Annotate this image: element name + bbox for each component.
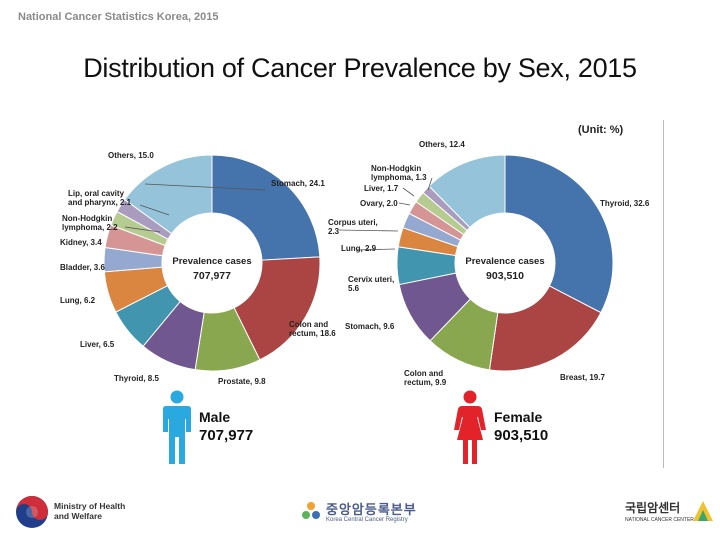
- male-slice-labels: Stomach, 24.1 Colon and rectum, 18.6 Prosta…: [60, 151, 336, 386]
- male-label-prostate: Prostate, 9.8: [218, 377, 266, 386]
- male-label-others: Others, 15.0: [108, 151, 154, 160]
- male-donut: [103, 154, 321, 372]
- registry-name-english: Korea Central Cancer Registry: [326, 517, 408, 523]
- ncc-name-english: NATIONAL CANCER CENTER: [625, 517, 694, 523]
- registry-logo-icon: [302, 502, 320, 519]
- ncc-name-korean: 국립암센터: [625, 501, 681, 515]
- male-center-total: 707,977: [193, 270, 231, 282]
- male-label-non-hodgkin-lymphoma: Non-Hodgkin lymphoma, 2.2: [62, 214, 118, 232]
- divider-line: [663, 120, 664, 468]
- male-slice-others: [123, 154, 213, 235]
- female-label-liver: Liver, 1.7: [364, 184, 399, 193]
- male-total: 707,977: [199, 427, 254, 444]
- female-label-ovary: Ovary, 2.0: [360, 199, 398, 208]
- male-figure-icon: [163, 390, 191, 464]
- ncc-logo-icon: [693, 501, 713, 521]
- source-caption: National Cancer Statistics Korea, 2015: [18, 11, 219, 23]
- leader-line: [144, 183, 266, 191]
- male-label-lip-oral-cavity-and-pharynx: Lip, oral cavity and pharynx, 2.1: [68, 189, 132, 207]
- male-label-stomach: Stomach, 24.1: [271, 179, 325, 188]
- female-label: Female: [494, 409, 543, 425]
- female-label-thyroid: Thyroid, 32.6: [600, 199, 650, 208]
- female-center-title: Prevalence cases: [465, 256, 544, 267]
- male-label-thyroid: Thyroid, 8.5: [114, 374, 159, 383]
- leader-line: [402, 187, 415, 197]
- leader-line: [427, 177, 433, 191]
- female-figure-icon: [454, 390, 486, 464]
- male-slice-colon-and-rectum: [233, 256, 321, 361]
- ministry-name: Ministry of Health and Welfare: [54, 501, 126, 521]
- page-title: Distribution of Cancer Prevalence by Sex…: [83, 53, 637, 83]
- female-label-colon-and-rectum: Colon and rectum, 9.9: [404, 369, 447, 387]
- male-label-liver: Liver, 6.5: [80, 340, 115, 349]
- leader-line: [398, 202, 411, 206]
- female-label-stomach: Stomach, 9.6: [345, 322, 395, 331]
- male-label: Male: [199, 409, 231, 425]
- female-slice-others: [428, 154, 506, 229]
- male-label-colon-and-rectum: Colon and rectum, 18.6: [289, 320, 336, 338]
- unit-label: (Unit: %): [578, 124, 624, 136]
- leader-lines: [124, 177, 433, 251]
- leader-line: [124, 226, 161, 233]
- leader-line: [139, 204, 170, 216]
- female-label-others: Others, 12.4: [419, 140, 465, 149]
- female-slice-breast: [488, 285, 602, 372]
- male-label-kidney: Kidney, 3.4: [60, 238, 102, 247]
- female-slice-labels: Thyroid, 32.6 Breast, 19.7 Colon and rectum…: [328, 140, 650, 387]
- female-center-total: 903,510: [486, 270, 524, 282]
- female-label-breast: Breast, 19.7: [560, 373, 605, 382]
- leader-line: [355, 248, 396, 251]
- male-center-title: Prevalence cases: [172, 256, 251, 267]
- female-label-lung: Lung, 2.9: [341, 244, 377, 253]
- female-label-cervix-uteri: Cervix uteri, 5.6: [348, 275, 394, 293]
- registry-name-korean: 중앙암등록본부: [326, 502, 417, 517]
- ministry-emblem-icon: [16, 496, 48, 528]
- leader-line: [338, 229, 399, 232]
- male-slice-stomach: [211, 154, 321, 261]
- female-donut: [396, 154, 614, 372]
- female-label-non-hodgkin-lymphoma: Non-Hodgkin lymphoma, 1.3: [371, 164, 427, 182]
- male-label-lung: Lung, 6.2: [60, 296, 96, 305]
- female-label-corpus-uteri: Corpus uteri, 2.3: [328, 218, 378, 236]
- male-label-bladder: Bladder, 3.6: [60, 263, 105, 272]
- female-total: 903,510: [494, 427, 549, 444]
- female-slice-thyroid: [504, 154, 614, 314]
